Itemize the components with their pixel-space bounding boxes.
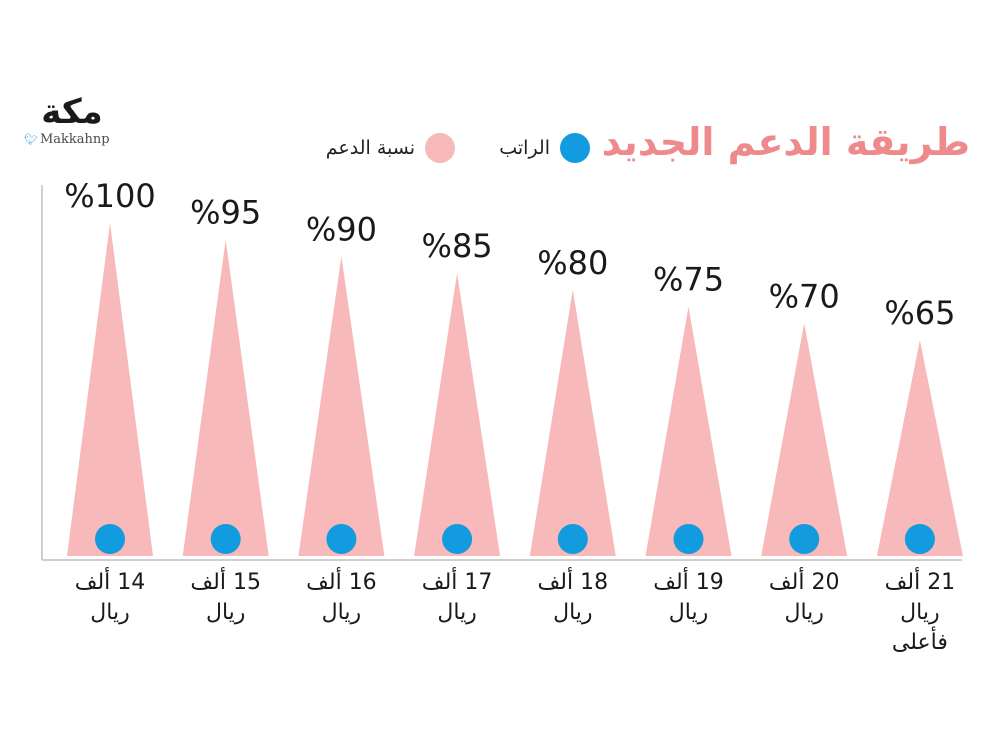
- salary-dot: [789, 524, 820, 554]
- salary-dot: [442, 524, 473, 554]
- chart-bar: [414, 273, 501, 556]
- x-tick-label: 19 ألف ريال: [653, 570, 724, 625]
- twitter-bird-icon: 🐦︎: [24, 133, 38, 146]
- legend-support: نسبة الدعم: [326, 133, 455, 163]
- salary-dot: [326, 524, 357, 554]
- logo-handle-text: Makkahnp: [39, 132, 110, 147]
- logo-handle: 🐦︎ Makkahnp: [24, 132, 110, 147]
- x-tick-label: 14 ألف ريال: [74, 570, 146, 625]
- chart-salary-dots: [95, 524, 935, 554]
- value-label: %95: [190, 194, 261, 232]
- x-tick-label: 20 ألف ريال: [768, 570, 840, 625]
- x-tick-label: 16 ألف ريال: [306, 570, 377, 625]
- salary-dot: [95, 524, 125, 554]
- chart-title: طريقة الدعم الجديد: [601, 120, 970, 164]
- legend-salary: الراتب: [499, 133, 590, 163]
- chart-value-labels: %100 %95 %90 %85 %80 %75 %70 %65: [64, 177, 955, 332]
- chart-bar: [876, 340, 963, 556]
- value-label: %65: [884, 294, 955, 332]
- salary-dot: [210, 524, 241, 554]
- brand-logo: مكة 🐦︎ Makkahnp: [22, 92, 132, 154]
- chart-bar: [182, 239, 269, 556]
- value-label: %80: [537, 244, 608, 282]
- salary-dot: [904, 524, 935, 554]
- x-tick-label: 18 ألف ريال: [537, 570, 609, 625]
- chart-bar: [67, 223, 153, 556]
- logo-wordmark: مكة: [41, 92, 103, 132]
- legend-support-label: نسبة الدعم: [325, 137, 415, 159]
- legend-salary-label: الراتب: [499, 137, 550, 159]
- value-label: %70: [769, 277, 840, 315]
- value-label: %85: [422, 227, 493, 265]
- value-label: %100: [64, 177, 155, 215]
- x-tick-label: 17 ألف ريال: [421, 570, 493, 625]
- x-tick-label: 15 ألف ريال: [190, 570, 261, 625]
- x-tick-label: 21 ألف ريال فأعلى: [884, 570, 956, 655]
- chart-bars: [67, 223, 963, 556]
- chart-bar: [298, 256, 385, 556]
- legend-support-dot-icon: [425, 133, 455, 163]
- chart-bar: [529, 289, 616, 556]
- salary-dot: [673, 524, 704, 554]
- chart-bar: [645, 306, 732, 556]
- chart-axes: [41, 185, 962, 561]
- salary-dot: [557, 524, 588, 554]
- legend-salary-dot-icon: [560, 133, 590, 163]
- value-label: %90: [306, 210, 377, 248]
- chart-bar: [761, 323, 848, 556]
- value-label: %75: [653, 261, 724, 299]
